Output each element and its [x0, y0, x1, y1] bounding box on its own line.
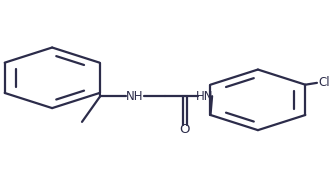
Text: NH: NH	[126, 90, 144, 103]
Text: Cl: Cl	[319, 76, 330, 89]
Text: O: O	[180, 123, 190, 136]
Text: HN: HN	[196, 90, 213, 103]
